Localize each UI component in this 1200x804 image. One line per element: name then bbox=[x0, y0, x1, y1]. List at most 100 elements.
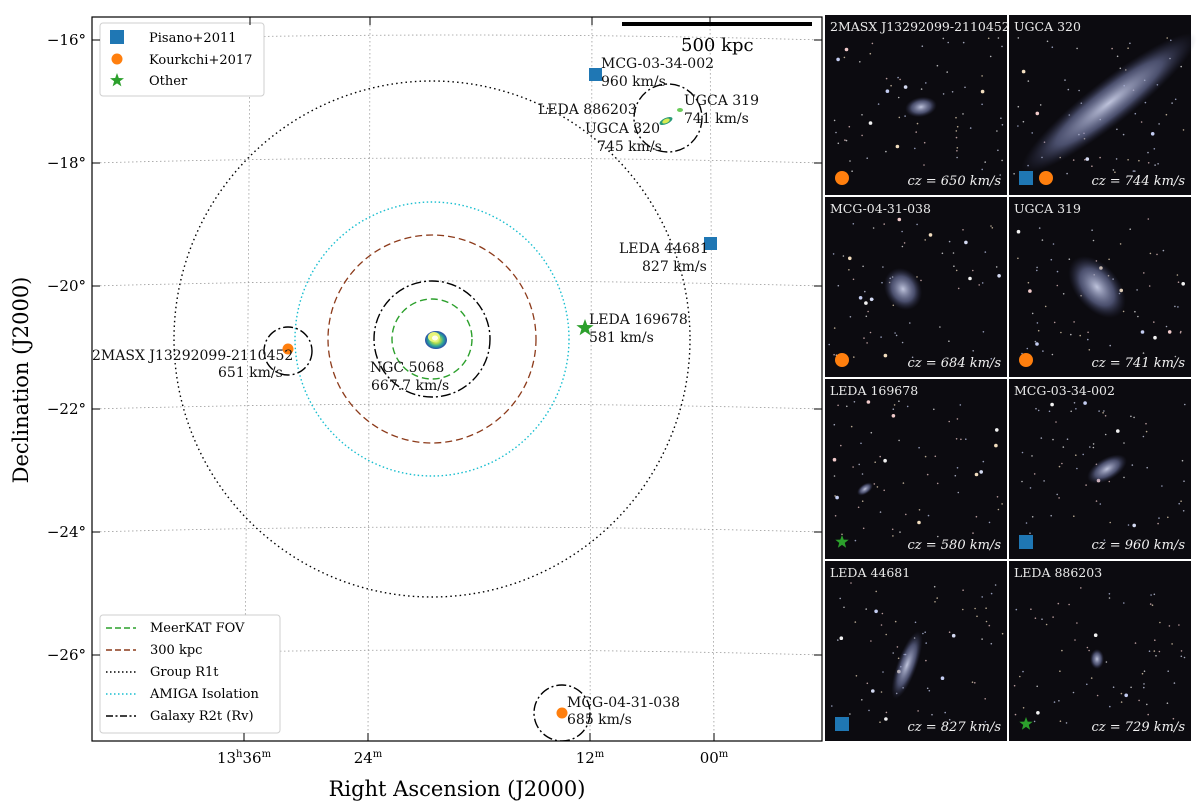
dec-gridline bbox=[92, 526, 822, 533]
kourkchi-circle-icon bbox=[835, 171, 849, 185]
group-r1t-circle bbox=[173, 80, 691, 598]
thumbnail-panel: LEDA 886203 cz = 729 km/s bbox=[1009, 561, 1191, 741]
background-star bbox=[1036, 322, 1039, 324]
background-star bbox=[880, 624, 883, 626]
background-star bbox=[1158, 123, 1160, 125]
background-star bbox=[851, 170, 853, 172]
background-star bbox=[1134, 112, 1137, 115]
background-star bbox=[995, 428, 999, 432]
thumbnail-panel: MCG-03-34-002 cz = 960 km/s bbox=[1009, 379, 1191, 559]
background-star bbox=[1033, 473, 1036, 475]
plot-frame bbox=[91, 16, 823, 742]
background-star bbox=[1153, 321, 1155, 323]
background-star bbox=[934, 601, 936, 603]
background-star bbox=[1167, 670, 1169, 672]
background-star bbox=[955, 130, 958, 132]
background-star bbox=[962, 229, 964, 231]
background-star bbox=[1154, 639, 1156, 641]
marker-2masx-circle bbox=[282, 343, 294, 355]
background-star bbox=[833, 353, 835, 356]
background-star bbox=[834, 515, 837, 517]
background-star bbox=[979, 470, 983, 474]
background-star bbox=[1052, 438, 1054, 441]
legend-box bbox=[99, 614, 281, 734]
background-star bbox=[1155, 655, 1157, 657]
background-star bbox=[1105, 661, 1108, 663]
legend-square-icon bbox=[110, 30, 124, 44]
background-star bbox=[924, 239, 926, 241]
background-star bbox=[1065, 722, 1068, 724]
background-star bbox=[1031, 516, 1034, 518]
background-star bbox=[1027, 80, 1030, 82]
background-star bbox=[1099, 503, 1102, 505]
label-mcg0334002-name: MCG-03-34-002 bbox=[601, 56, 714, 72]
background-star bbox=[1109, 344, 1111, 347]
background-star bbox=[1092, 443, 1095, 445]
background-star bbox=[850, 582, 852, 584]
background-star bbox=[1042, 350, 1044, 352]
background-star bbox=[841, 533, 843, 536]
background-star bbox=[885, 77, 888, 80]
background-star bbox=[903, 85, 908, 89]
background-star bbox=[939, 326, 941, 328]
background-star bbox=[1060, 331, 1062, 334]
background-star bbox=[941, 252, 944, 255]
background-star bbox=[942, 37, 945, 40]
background-star bbox=[925, 642, 927, 644]
background-star bbox=[923, 141, 926, 144]
background-star bbox=[879, 511, 882, 513]
scale-bar: 500 kpc bbox=[622, 22, 812, 56]
background-star bbox=[981, 638, 983, 640]
ra-tick-label: 24m bbox=[354, 749, 383, 767]
background-star bbox=[1174, 98, 1177, 101]
background-star bbox=[894, 620, 897, 623]
legend-circle-icon bbox=[111, 53, 123, 65]
background-star bbox=[897, 217, 902, 222]
dec-tick-labels: −16° −18° −20° −22° −24° −26° bbox=[47, 31, 86, 664]
background-star bbox=[1035, 407, 1037, 410]
background-star bbox=[1073, 402, 1076, 404]
dec-tick-label: −24° bbox=[47, 523, 86, 541]
background-star bbox=[853, 356, 855, 358]
background-star bbox=[1066, 438, 1069, 441]
background-star bbox=[948, 340, 950, 343]
background-star bbox=[1022, 707, 1025, 709]
background-star bbox=[1080, 587, 1082, 589]
background-star bbox=[997, 37, 1000, 39]
background-star bbox=[1167, 516, 1169, 519]
background-star bbox=[953, 265, 955, 268]
background-star bbox=[1149, 603, 1152, 605]
background-star bbox=[982, 460, 985, 463]
background-star bbox=[931, 713, 933, 716]
background-star bbox=[999, 174, 1001, 176]
background-star bbox=[1029, 487, 1032, 489]
ngc5068-r2t-circle bbox=[373, 280, 491, 398]
thumbnail-title: LEDA 886203 bbox=[1014, 565, 1102, 580]
background-star bbox=[925, 82, 927, 84]
background-star bbox=[1016, 229, 1021, 234]
background-star bbox=[942, 93, 945, 95]
pisano-square-icon bbox=[1019, 535, 1033, 549]
background-star bbox=[917, 520, 921, 525]
background-star bbox=[1146, 703, 1148, 706]
background-star bbox=[879, 721, 881, 723]
background-star bbox=[1136, 289, 1138, 291]
background-star bbox=[976, 615, 978, 618]
background-star bbox=[1070, 333, 1072, 336]
legend-box bbox=[99, 22, 265, 97]
background-star bbox=[1034, 617, 1037, 619]
background-star bbox=[1142, 352, 1145, 354]
background-star bbox=[1025, 522, 1028, 524]
background-star bbox=[1087, 331, 1089, 334]
background-star bbox=[1130, 686, 1132, 689]
thumbnail-title: 2MASX J13292099-2110452 bbox=[830, 19, 1010, 34]
background-star bbox=[1053, 321, 1056, 324]
other-star-icon bbox=[835, 535, 849, 548]
background-star bbox=[951, 633, 956, 638]
background-star bbox=[897, 76, 899, 79]
background-star bbox=[882, 671, 884, 673]
background-star bbox=[893, 404, 896, 406]
background-star bbox=[832, 457, 837, 462]
background-star bbox=[916, 223, 918, 226]
background-star bbox=[831, 705, 833, 707]
